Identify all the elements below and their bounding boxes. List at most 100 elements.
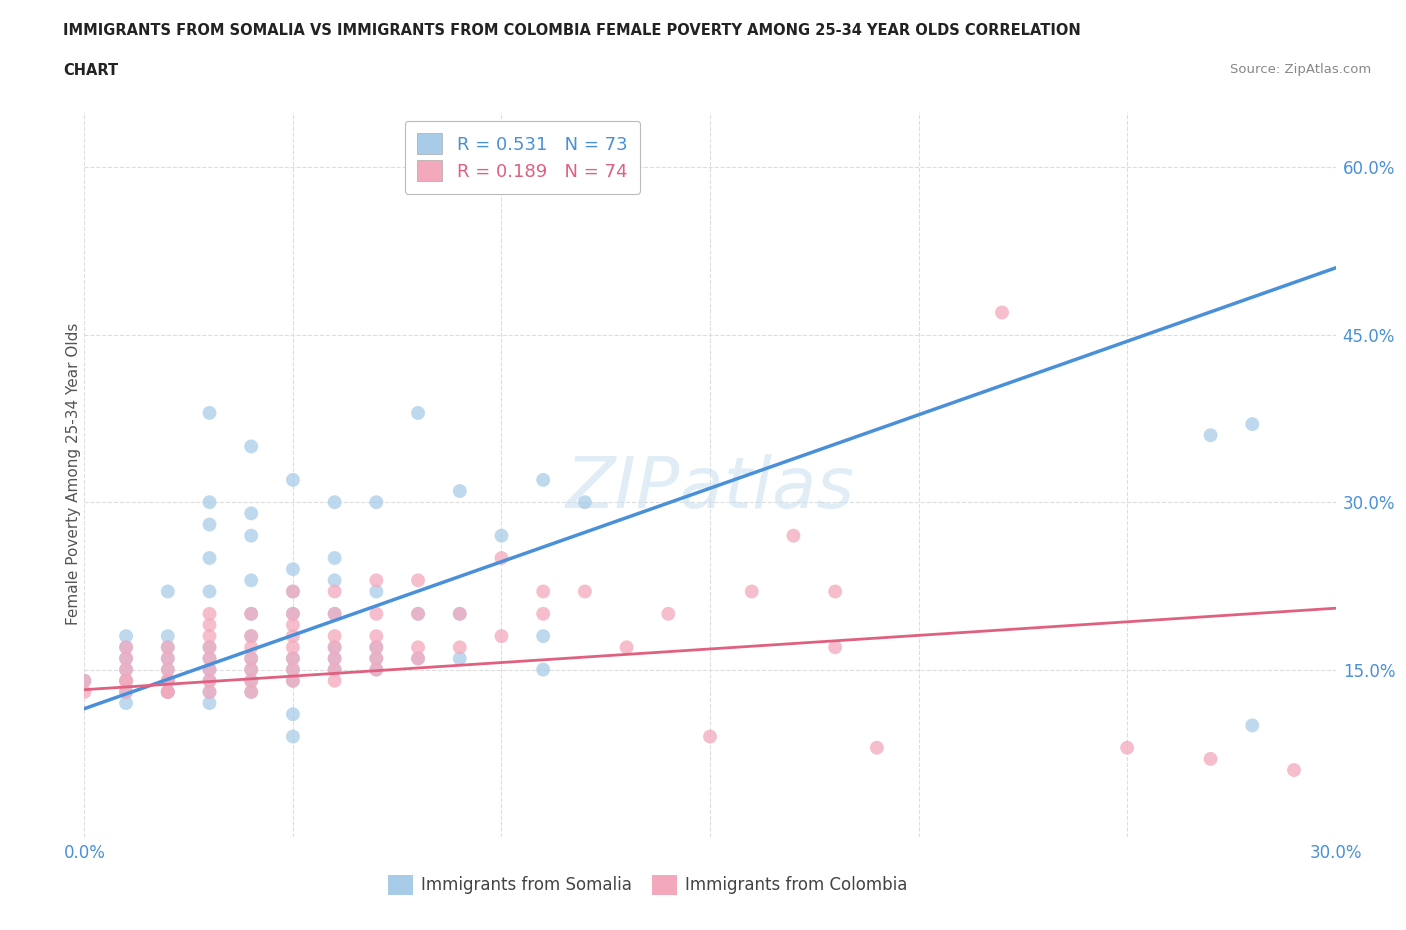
Point [281, 651, 304, 666]
Point [531, 472, 554, 487]
Point [240, 573, 263, 588]
Point [323, 606, 346, 621]
Point [699, 729, 721, 744]
Point [449, 606, 471, 621]
Point [281, 606, 304, 621]
Point [198, 405, 221, 420]
Point [198, 673, 221, 688]
Point [198, 696, 221, 711]
Point [1282, 763, 1305, 777]
Point [1241, 718, 1264, 733]
Point [240, 684, 263, 699]
Point [281, 651, 304, 666]
Point [323, 640, 346, 655]
Point [323, 651, 346, 666]
Point [491, 629, 513, 644]
Point [198, 618, 221, 632]
Point [198, 551, 221, 565]
Point [824, 640, 846, 655]
Point [156, 673, 179, 688]
Point [115, 673, 138, 688]
Y-axis label: Female Poverty Among 25-34 Year Olds: Female Poverty Among 25-34 Year Olds [66, 323, 80, 626]
Point [240, 651, 263, 666]
Point [406, 606, 429, 621]
Point [531, 662, 554, 677]
Point [198, 517, 221, 532]
Point [115, 684, 138, 699]
Point [156, 584, 179, 599]
Point [406, 640, 429, 655]
Point [240, 673, 263, 688]
Point [281, 584, 304, 599]
Point [574, 584, 596, 599]
Point [657, 606, 679, 621]
Point [198, 662, 221, 677]
Point [366, 651, 388, 666]
Point [323, 662, 346, 677]
Point [198, 651, 221, 666]
Point [406, 573, 429, 588]
Point [198, 684, 221, 699]
Point [115, 662, 138, 677]
Point [240, 662, 263, 677]
Point [240, 439, 263, 454]
Point [156, 640, 179, 655]
Point [156, 629, 179, 644]
Point [406, 651, 429, 666]
Point [281, 640, 304, 655]
Point [281, 584, 304, 599]
Point [323, 640, 346, 655]
Point [115, 651, 138, 666]
Point [240, 684, 263, 699]
Point [240, 640, 263, 655]
Point [198, 584, 221, 599]
Point [281, 662, 304, 677]
Point [366, 640, 388, 655]
Point [323, 551, 346, 565]
Point [616, 640, 638, 655]
Point [531, 606, 554, 621]
Point [240, 662, 263, 677]
Point [198, 673, 221, 688]
Point [366, 651, 388, 666]
Text: ZIPatlas: ZIPatlas [565, 455, 855, 524]
Point [406, 606, 429, 621]
Point [866, 740, 889, 755]
Point [323, 573, 346, 588]
Point [323, 662, 346, 677]
Point [991, 305, 1014, 320]
Point [1241, 417, 1264, 432]
Point [115, 651, 138, 666]
Point [449, 484, 471, 498]
Point [491, 551, 513, 565]
Point [240, 528, 263, 543]
Point [156, 684, 179, 699]
Point [156, 684, 179, 699]
Text: IMMIGRANTS FROM SOMALIA VS IMMIGRANTS FROM COLOMBIA FEMALE POVERTY AMONG 25-34 Y: IMMIGRANTS FROM SOMALIA VS IMMIGRANTS FR… [63, 23, 1081, 38]
Point [1199, 428, 1222, 443]
Point [366, 640, 388, 655]
Point [281, 629, 304, 644]
Point [240, 673, 263, 688]
Point [406, 651, 429, 666]
Point [366, 584, 388, 599]
Point [115, 640, 138, 655]
Text: CHART: CHART [63, 63, 118, 78]
Point [1199, 751, 1222, 766]
Point [281, 707, 304, 722]
Point [281, 673, 304, 688]
Point [73, 684, 96, 699]
Point [198, 640, 221, 655]
Point [741, 584, 763, 599]
Point [281, 472, 304, 487]
Point [449, 606, 471, 621]
Point [281, 562, 304, 577]
Point [198, 684, 221, 699]
Point [323, 629, 346, 644]
Point [782, 528, 804, 543]
Point [281, 662, 304, 677]
Point [156, 673, 179, 688]
Point [824, 584, 846, 599]
Point [115, 662, 138, 677]
Point [73, 673, 96, 688]
